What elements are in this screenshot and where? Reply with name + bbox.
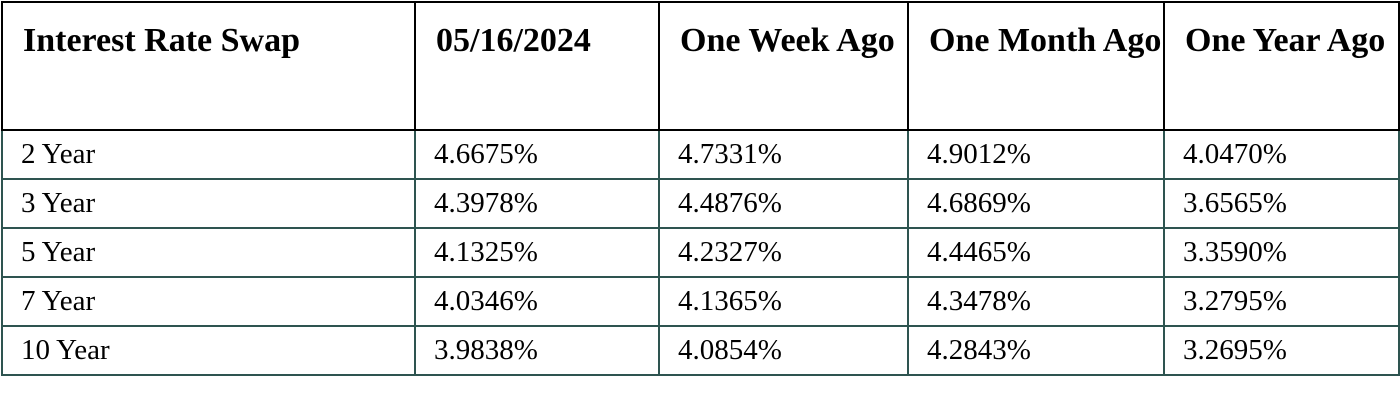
cell-current: 4.6675% (414, 129, 660, 180)
table-row: 3 Year 4.3978% 4.4876% 4.6869% 3.6565% (1, 178, 1400, 229)
table-row: 5 Year 4.1325% 4.2327% 4.4465% 3.3590% (1, 227, 1400, 278)
table-row: 7 Year 4.0346% 4.1365% 4.3478% 3.2795% (1, 276, 1400, 327)
header-one-week-ago: One Week Ago (658, 1, 909, 131)
cell-one-year-ago: 3.2795% (1163, 276, 1400, 327)
cell-term: 3 Year (1, 178, 416, 229)
cell-one-month-ago: 4.6869% (907, 178, 1165, 229)
cell-one-week-ago: 4.4876% (658, 178, 909, 229)
header-current-date: 05/16/2024 (414, 1, 660, 131)
cell-one-year-ago: 3.6565% (1163, 178, 1400, 229)
cell-term: 7 Year (1, 276, 416, 327)
cell-one-month-ago: 4.2843% (907, 325, 1165, 376)
cell-current: 4.1325% (414, 227, 660, 278)
cell-term: 10 Year (1, 325, 416, 376)
header-one-month-ago: One Month Ago (907, 1, 1165, 131)
table-row: 2 Year 4.6675% 4.7331% 4.9012% 4.0470% (1, 129, 1400, 180)
cell-current: 3.9838% (414, 325, 660, 376)
cell-term: 5 Year (1, 227, 416, 278)
cell-one-week-ago: 4.7331% (658, 129, 909, 180)
cell-one-month-ago: 4.9012% (907, 129, 1165, 180)
cell-one-month-ago: 4.4465% (907, 227, 1165, 278)
cell-one-year-ago: 4.0470% (1163, 129, 1400, 180)
cell-one-year-ago: 3.3590% (1163, 227, 1400, 278)
header-one-year-ago: One Year Ago (1163, 1, 1400, 131)
cell-one-week-ago: 4.1365% (658, 276, 909, 327)
cell-one-week-ago: 4.0854% (658, 325, 909, 376)
cell-current: 4.3978% (414, 178, 660, 229)
cell-term: 2 Year (1, 129, 416, 180)
interest-rate-swap-table: Interest Rate Swap 05/16/2024 One Week A… (1, 1, 1400, 376)
cell-one-week-ago: 4.2327% (658, 227, 909, 278)
cell-one-year-ago: 3.2695% (1163, 325, 1400, 376)
cell-one-month-ago: 4.3478% (907, 276, 1165, 327)
cell-current: 4.0346% (414, 276, 660, 327)
header-row: Interest Rate Swap 05/16/2024 One Week A… (1, 1, 1400, 131)
table-row: 10 Year 3.9838% 4.0854% 4.2843% 3.2695% (1, 325, 1400, 376)
header-swap: Interest Rate Swap (1, 1, 416, 131)
